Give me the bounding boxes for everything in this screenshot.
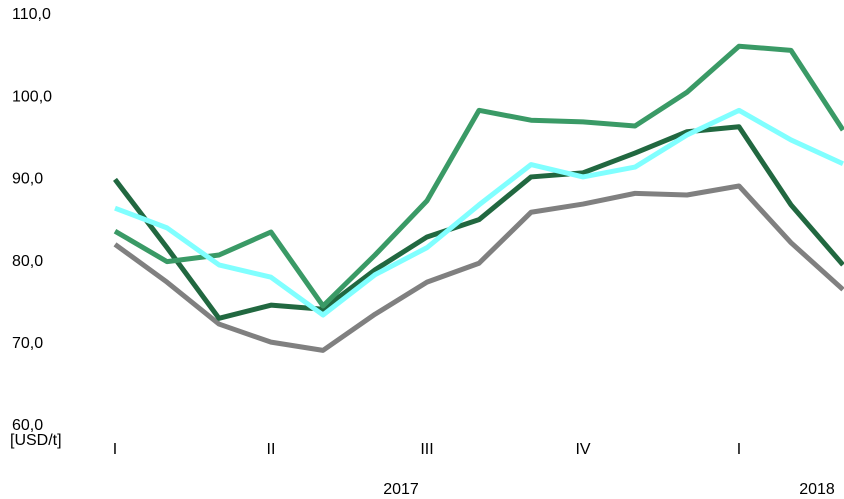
y-tick-label: 70,0 [12, 335, 43, 352]
x-tick-label: I [113, 441, 117, 458]
y-tick-label: 110,0 [12, 6, 51, 23]
y-tick-label: 80,0 [12, 253, 43, 270]
line-series [113, 124, 844, 321]
line-series [113, 183, 844, 353]
y-axis-label: [USD/t] [10, 432, 62, 449]
year-label: 2017 [383, 481, 419, 498]
x-tick-label: III [420, 441, 433, 458]
y-tick-label: 60,0 [12, 417, 43, 434]
y-tick-label: 90,0 [12, 171, 43, 188]
line-series [114, 107, 844, 318]
y-tick-label: 100,0 [12, 88, 52, 105]
year-label: 2018 [799, 481, 835, 498]
x-tick-label: II [267, 441, 276, 458]
x-tick-label: I [737, 441, 741, 458]
x-tick-label: IV [575, 441, 590, 458]
line-series [113, 43, 844, 309]
